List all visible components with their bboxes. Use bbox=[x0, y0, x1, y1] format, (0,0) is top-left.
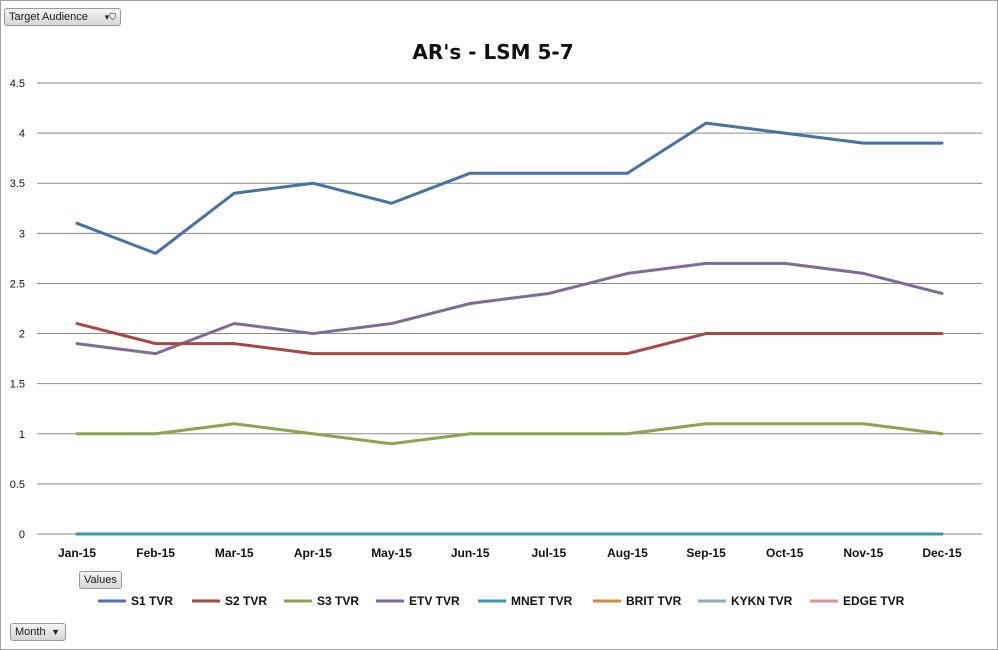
chart-title: AR's - LSM 5-7 bbox=[412, 40, 573, 64]
x-tick-label: May-15 bbox=[371, 546, 412, 560]
legend-item: S3 TVR bbox=[284, 594, 359, 608]
target-audience-filter-button[interactable]: Target Audience ▾⛉ bbox=[4, 8, 121, 26]
month-field-button[interactable]: Month ▼ bbox=[10, 623, 66, 641]
x-tick-label: Nov-15 bbox=[843, 546, 883, 560]
month-label: Month bbox=[15, 626, 46, 638]
legend-item: S1 TVR bbox=[98, 594, 173, 608]
legend-label: S2 TVR bbox=[225, 594, 267, 608]
legend-item: KYKN TVR bbox=[698, 594, 793, 608]
series-line-s2-tvr bbox=[75, 322, 944, 356]
legend-label: S1 TVR bbox=[131, 594, 173, 608]
y-tick-label: 1 bbox=[19, 429, 25, 441]
gridlines bbox=[37, 82, 982, 535]
legend-item: EDGE TVR bbox=[810, 594, 905, 608]
legend-label: S3 TVR bbox=[317, 594, 359, 608]
target-audience-label: Target Audience bbox=[9, 11, 88, 23]
series-line-s3-tvr bbox=[75, 422, 944, 446]
x-tick-label: Aug-15 bbox=[607, 546, 648, 560]
legend-item: S2 TVR bbox=[192, 594, 267, 608]
x-tick-label: Jan-15 bbox=[58, 546, 96, 560]
x-tick-label: Jul-15 bbox=[531, 546, 566, 560]
x-tick-label: Dec-15 bbox=[922, 546, 962, 560]
series-lines bbox=[75, 121, 944, 536]
y-tick-label: 1.5 bbox=[10, 379, 25, 391]
values-field-button[interactable]: Values bbox=[79, 571, 122, 589]
y-tick-label: 3 bbox=[19, 228, 25, 240]
legend-label: EDGE TVR bbox=[843, 594, 905, 608]
legend-item: BRIT TVR bbox=[593, 594, 682, 608]
x-tick-label: Jun-15 bbox=[451, 546, 490, 560]
y-tick-label: 2 bbox=[19, 329, 25, 341]
y-axis-ticks: 0 0.5 1 1.5 2 2.5 3 3.5 4 4.5 bbox=[10, 78, 25, 541]
y-tick-label: 4 bbox=[19, 128, 25, 140]
y-tick-label: 0.5 bbox=[10, 479, 25, 491]
x-tick-label: Feb-15 bbox=[136, 546, 175, 560]
legend-label: MNET TVR bbox=[511, 594, 573, 608]
legend-label: BRIT TVR bbox=[626, 594, 682, 608]
x-tick-label: Oct-15 bbox=[766, 546, 804, 560]
y-tick-label: 4.5 bbox=[10, 78, 25, 90]
x-axis-ticks: Jan-15 Feb-15 Mar-15 Apr-15 May-15 Jun-15 Jul-… bbox=[58, 546, 962, 560]
filter-funnel-icon: ▾⛉ bbox=[104, 12, 116, 22]
x-tick-label: Mar-15 bbox=[215, 546, 254, 560]
series-line-etv-tvr bbox=[75, 261, 944, 356]
x-tick-label: Apr-15 bbox=[294, 546, 332, 560]
y-tick-label: 0 bbox=[19, 529, 25, 541]
legend-item: MNET TVR bbox=[478, 594, 573, 608]
y-tick-label: 2.5 bbox=[10, 278, 25, 290]
values-label: Values bbox=[84, 574, 117, 586]
legend-item: ETV TVR bbox=[376, 594, 460, 608]
series-line-s1-tvr bbox=[75, 121, 944, 255]
dropdown-arrow-icon: ▼ bbox=[51, 627, 60, 637]
legend-label: ETV TVR bbox=[409, 594, 460, 608]
legend: S1 TVR S2 TVR S3 TVR ETV TVR MNET TVR BRIT TV… bbox=[98, 594, 905, 608]
legend-label: KYKN TVR bbox=[731, 594, 793, 608]
y-tick-label: 3.5 bbox=[10, 178, 25, 190]
x-tick-label: Sep-15 bbox=[686, 546, 726, 560]
